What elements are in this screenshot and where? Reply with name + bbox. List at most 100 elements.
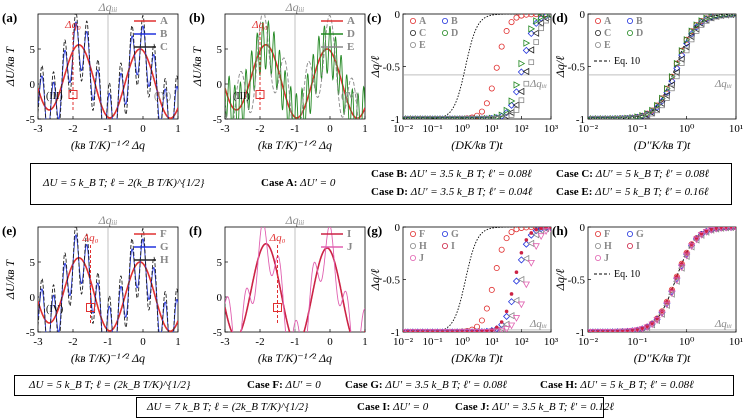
marker-D — [654, 101, 661, 110]
marker-I — [615, 329, 620, 332]
x-tick-label: 0 — [140, 336, 146, 348]
x-tick-label: 10² — [514, 336, 529, 348]
marker-I — [625, 329, 630, 332]
marker-J — [478, 329, 486, 332]
legend-label-F: F — [419, 229, 425, 240]
legend-label-J: J — [419, 253, 424, 264]
plot-area — [588, 227, 736, 332]
marker-I — [591, 330, 595, 332]
marker-D — [434, 115, 442, 119]
series-H — [38, 227, 178, 332]
marker-J — [707, 227, 716, 234]
marker-J — [687, 243, 696, 251]
x-tick-label: -3 — [220, 123, 230, 135]
legend-label-B: B — [636, 16, 643, 27]
x-tick-label: -2 — [68, 123, 77, 135]
marker-G — [532, 227, 540, 235]
y-tick-label: 5 — [217, 44, 223, 56]
marker-J — [713, 227, 720, 233]
marker-D — [668, 73, 676, 81]
marker-A — [503, 28, 510, 35]
x-tick-label: -1 — [103, 123, 112, 135]
marker-D — [419, 115, 427, 119]
case-a-value: ΔU′ = 0 — [300, 177, 336, 189]
case-h-label: Case H: — [540, 379, 578, 391]
marker-J — [633, 327, 642, 332]
x-axis-label: (kʙ T/K)⁻¹ᐟ² Δq — [71, 138, 145, 152]
marker-A — [478, 108, 485, 115]
plot-area — [588, 14, 736, 119]
marker-J — [428, 329, 437, 332]
y-tick-label: -1 — [576, 327, 585, 339]
panel-label: (d) — [552, 10, 568, 25]
legend-marker-F — [595, 230, 602, 237]
legend-label-G: G — [160, 241, 169, 253]
x-tick-label: -1 — [103, 336, 112, 348]
marker-A — [488, 85, 495, 92]
marker-I — [499, 320, 504, 324]
legend-label-A: A — [419, 16, 427, 27]
marker-B — [668, 77, 676, 85]
marker-J — [733, 227, 736, 232]
legend-marker-B — [627, 17, 634, 24]
x-tick-label: 0 — [140, 123, 146, 135]
marker-D — [424, 115, 432, 119]
y-tick-label: 5 — [30, 257, 36, 269]
marker-H — [532, 231, 540, 239]
marker-I — [475, 330, 479, 332]
y-tick-label: 0 — [580, 9, 586, 21]
marker-A — [513, 14, 520, 21]
legend-label-I: I — [347, 228, 351, 240]
legend-marker-G — [441, 230, 448, 237]
y-tick-label: 0 — [30, 79, 36, 91]
legend-label-D: D — [451, 28, 458, 39]
marker-F — [503, 235, 510, 242]
marker-E — [669, 85, 675, 92]
marker-E — [513, 107, 520, 113]
case-h-value: ΔU′ = 5 k_B T; ℓ′ = 0.08ℓ — [580, 379, 694, 391]
marker-J — [409, 329, 417, 332]
legend-label-A: A — [347, 15, 355, 27]
marker-J — [458, 329, 466, 332]
panel-label: (a) — [2, 10, 17, 25]
caption-bottom-base: ΔU = 7 k_B T; ℓ = (2k_B T/K)^{1/2} — [147, 401, 309, 413]
marker-F — [478, 317, 485, 324]
marker-J — [594, 329, 602, 332]
marker-B — [727, 14, 735, 18]
y-tick-label: 0 — [580, 222, 586, 234]
marker-I — [406, 330, 410, 332]
marker-D — [673, 59, 681, 68]
marker-J — [547, 227, 551, 233]
case-j-label: Case J: — [455, 401, 490, 413]
legend-label-F: F — [160, 228, 167, 240]
marker-J — [502, 326, 511, 332]
y-axis-label: Δq/ℓ — [553, 269, 567, 291]
marker-I — [709, 227, 714, 232]
marker-E — [548, 14, 551, 20]
marker-I — [445, 330, 450, 332]
legend-marker-J — [595, 254, 602, 261]
legend-marker-C — [409, 29, 416, 36]
marker-I — [610, 330, 615, 332]
case-j-value: ΔU′ = 3.5 k_B T; ℓ′ = 0.12ℓ — [492, 401, 614, 413]
panel-g: (g) 10⁻² 10⁻¹ 10⁰ 10¹ 10² 10³ 0 -0.5 -1 (DK/kʙ T)t… — [367, 222, 559, 365]
x-tick-label: 10⁻¹ — [423, 336, 443, 348]
legend-marker-A — [409, 17, 416, 24]
marker-A — [483, 100, 490, 107]
top-label: Δqᵢᵢᵢ — [98, 0, 118, 14]
marker-A — [493, 64, 500, 71]
marker-I — [534, 227, 538, 232]
x-tick-label: 10¹ — [729, 123, 743, 135]
marker-A — [498, 43, 505, 50]
case-i-value: ΔU′ = 0 — [393, 401, 429, 413]
marker-E — [674, 73, 680, 80]
legend-marker-D — [627, 29, 634, 36]
y-tick-label: -0.5 — [568, 275, 586, 287]
marker-E — [533, 39, 539, 45]
marker-J — [517, 301, 526, 309]
marker-I — [440, 330, 445, 332]
x-tick-label: 0 — [327, 123, 333, 135]
x-tick-label: 10¹ — [485, 123, 499, 135]
marker-J — [522, 281, 531, 289]
marker-A — [523, 14, 530, 18]
